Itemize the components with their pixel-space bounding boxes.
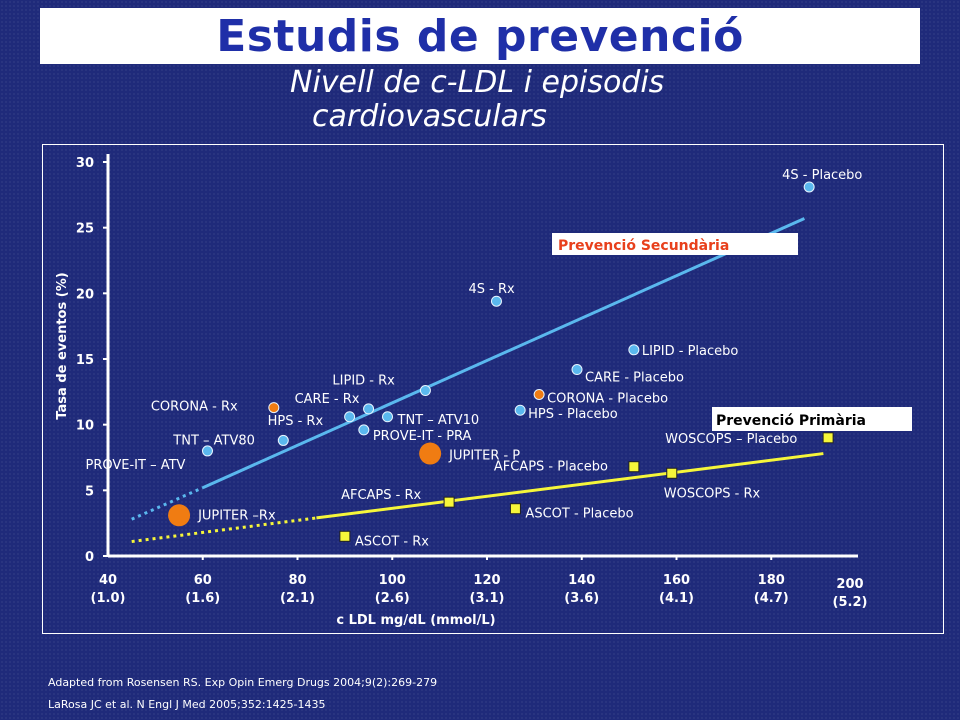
footnote-1: Adapted from Rosensen RS. Exp Opin Emerg… — [48, 676, 438, 689]
title-banner: Estudis de prevenció — [40, 8, 920, 64]
slide-title: Estudis de prevenció — [216, 10, 744, 62]
chart-frame — [42, 144, 944, 634]
footnote-2: LaRosa JC et al. N Engl J Med 2005;352:1… — [48, 698, 326, 711]
slide-subtitle: Nivell de c-LDL i episodis cardiovascula… — [290, 66, 890, 134]
subtitle-line-2: cardiovasculars — [312, 99, 547, 134]
subtitle-line-1: Nivell de c-LDL i episodis — [290, 65, 665, 100]
